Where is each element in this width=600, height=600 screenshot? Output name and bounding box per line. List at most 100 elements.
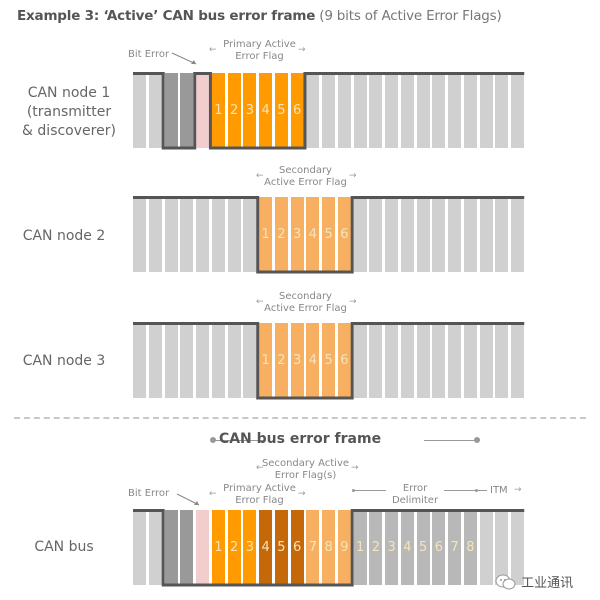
bit-cell: 7 [448,510,462,585]
bit-cell: 6 [337,197,351,272]
bit-cell [432,73,446,148]
bit-cell [211,323,225,398]
bit-cell: 6 [290,73,304,148]
bit-cell [196,510,210,585]
secondary-flag-label-node2: Secondary Active Error Flag [258,165,353,189]
arrow-right-icon: → [349,297,357,307]
bit-cell [416,323,430,398]
error-delimiter-label: Error Delimiter [385,483,445,507]
bit-cell [448,323,462,398]
bit-cell [164,73,178,148]
bit-cell: 5 [416,510,430,585]
bit-cell: 6 [432,510,446,585]
bus-bit-error-pointer-icon [176,493,200,506]
bit-cell: 2 [227,510,241,585]
bit-cell: 4 [306,323,320,398]
frame-start-dot-icon [210,437,216,443]
watermark-text: 工业通讯 [521,576,574,591]
bit-cell [148,510,162,585]
bit-cell [369,197,383,272]
bit-cell [385,323,399,398]
bit-error-label: Bit Error [128,49,170,60]
arrow-left-icon: ← [256,297,264,307]
bit-cell [448,73,462,148]
bit-cell [196,323,210,398]
bit-cell [495,510,509,585]
bit-cell [432,323,446,398]
primary-flag-label-line: Primary Active [223,39,296,50]
bus-label: CAN bus [14,538,114,557]
bit-cell [385,73,399,148]
bit-cell [211,197,225,272]
bit-cell: 3 [243,73,257,148]
arrow-right-icon: → [298,489,306,499]
itm-line-left [478,490,487,491]
bit-cell [463,73,477,148]
bit-cell [400,323,414,398]
bit-cell [227,323,241,398]
arrow-right-icon: → [298,45,306,55]
arrow-right-icon: → [351,463,359,473]
bus-secondary-flag-label: Secondary Active Error Flag(s) [258,458,353,482]
bit-cell [148,197,162,272]
bit-cell [133,197,147,272]
error-delimiter-label-line: Error [402,483,428,494]
node1-label: CAN node 1 (transmitter & discoverer) [14,84,124,141]
bit-cell: 3 [290,197,304,272]
bit-cell: 1 [259,197,273,272]
bit-cell: 4 [259,510,273,585]
bit-cell: 3 [290,323,304,398]
diagram-title: Example 3: ‘Active’ CAN bus error frame … [17,8,502,24]
bit-cell: 5 [322,197,336,272]
bit-cell [243,197,257,272]
bus-primary-flag-label-line: Error Flag [235,495,284,506]
bit-cell: 8 [463,510,477,585]
bit-cell: 1 [211,73,225,148]
bit-cell [180,323,194,398]
bit-cell [416,73,430,148]
frame-line-right [424,440,476,441]
bit-cell [180,73,194,148]
arrow-right-icon: → [349,171,357,181]
bit-cell [432,197,446,272]
delimiter-end-dot-icon [475,489,478,492]
node1-label-line: & discoverer) [22,123,116,139]
bit-cell [448,197,462,272]
bit-cell [369,323,383,398]
bit-cell [196,197,210,272]
bit-cell [400,73,414,148]
arrow-left-icon: ← [209,45,217,55]
primary-flag-label-line: Error Flag [235,51,284,62]
node3-label-line: CAN node 3 [22,353,106,369]
section-title: CAN bus error frame [218,431,382,447]
signal-line [133,72,525,150]
bit-cell [337,73,351,148]
title-subtitle: (9 bits of Active Error Flags) [315,8,502,24]
bit-cell: 2 [227,73,241,148]
bit-cell [511,510,525,585]
bit-cell [322,73,336,148]
bit-cell: 3 [243,510,257,585]
itm-label: ITM [490,485,508,496]
bit-cell: 3 [385,510,399,585]
secondary-flag-label-line: Secondary [279,291,332,302]
bus-bit-error-label: Bit Error [128,488,170,499]
bit-cell: 1 [211,510,225,585]
bit-cell [511,323,525,398]
bit-cell: 5 [322,323,336,398]
bit-cell [416,197,430,272]
bit-cell [164,510,178,585]
bit-cell [495,323,509,398]
bit-cell [196,73,210,148]
signal-line [133,509,525,587]
bus-secondary-flag-label-line: Secondary Active [261,458,350,469]
bus-primary-flag-label-line: Primary Active [223,483,296,494]
bit-cell [385,197,399,272]
bit-cell [133,73,147,148]
section-divider [14,417,586,419]
bit-cell [479,73,493,148]
bit-cell [148,323,162,398]
